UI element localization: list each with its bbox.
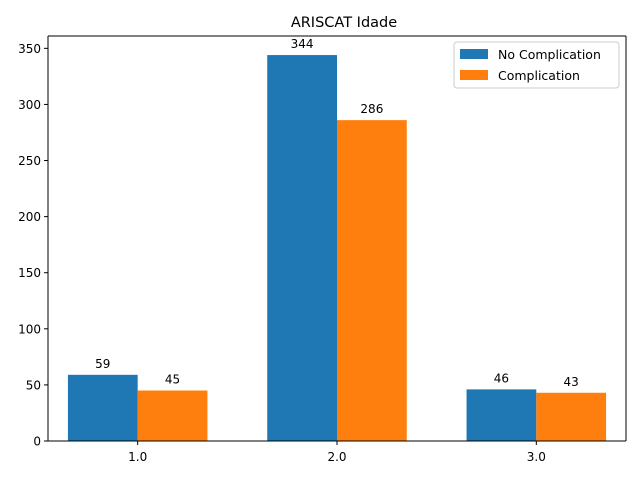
bar-complication-0 (137, 390, 208, 441)
data-label: 43 (564, 375, 579, 389)
data-label: 46 (494, 371, 509, 385)
y-tick-label: 200 (18, 210, 41, 224)
data-label: 286 (360, 102, 383, 116)
x-tick-label: 2.0 (327, 450, 346, 464)
plot-area: 59 344 46 45 286 43 0 50 100 150 200 250 300 350 1.0 2.… (18, 35, 627, 464)
chart-title: ARISCAT Idade (291, 15, 397, 31)
legend-box (453, 41, 620, 89)
bar-complication-2 (536, 392, 607, 441)
y-tick-label: 100 (18, 322, 41, 336)
y-tick-label: 50 (26, 378, 41, 392)
data-label: 344 (291, 37, 314, 51)
legend-swatch (460, 70, 488, 80)
bar-no-complication-0 (67, 374, 138, 441)
bar-no-complication-2 (466, 389, 537, 441)
bar-no-complication-1 (267, 55, 337, 441)
y-tick-label: 0 (33, 435, 41, 449)
legend-swatch (460, 49, 488, 59)
legend: No Complication Complication (453, 41, 620, 89)
x-tick-label: 1.0 (128, 450, 147, 464)
data-label: 59 (95, 357, 110, 371)
y-tick-label: 250 (18, 154, 41, 168)
y-tick-label: 350 (18, 42, 41, 56)
data-label: 45 (165, 373, 180, 387)
legend-label: Complication (498, 68, 580, 83)
y-tick-label: 300 (18, 98, 41, 112)
bar-complication-1 (337, 120, 407, 441)
legend-label: No Complication (498, 47, 601, 62)
y-tick-label: 150 (18, 266, 41, 280)
x-tick-label: 3.0 (527, 450, 546, 464)
